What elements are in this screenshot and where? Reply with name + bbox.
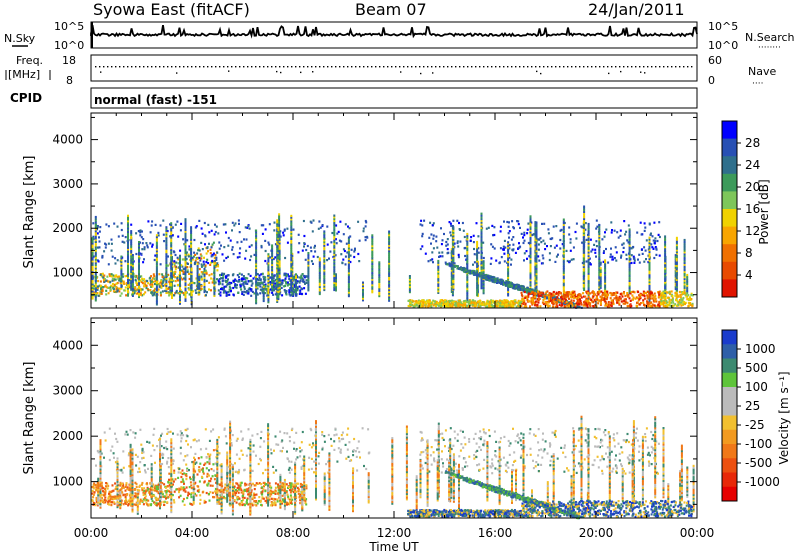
vel-colorbar-tick-3: 25 bbox=[745, 399, 760, 413]
freq-trace bbox=[95, 66, 693, 75]
power-colorbar-tick-6: 28 bbox=[745, 136, 760, 150]
vel-colorbar-swatch-2 bbox=[722, 358, 737, 374]
power-colorbar: 4 8 12 16 20 24 28 bbox=[721, 120, 760, 298]
vel-colorbar-swatch-0 bbox=[722, 330, 737, 345]
power-colorbar-tick-0: 4 bbox=[745, 268, 753, 282]
freq-label-1: Freq. bbox=[16, 54, 43, 67]
vel-colorbar-swatch-9 bbox=[722, 458, 737, 473]
power-colorbar-swatch-8 bbox=[722, 261, 737, 280]
time-tick-0: 00:00 bbox=[74, 526, 109, 540]
time-axis-label: Time UT bbox=[368, 540, 419, 554]
station-title: Syowa East (fitACF) bbox=[93, 0, 250, 19]
vel-colorbar-swatch-8 bbox=[722, 444, 737, 459]
vel-colorbar-swatch-4 bbox=[722, 387, 737, 402]
time-tick-4: 16:00 bbox=[478, 526, 513, 540]
vel-colorbar-tick-1: 500 bbox=[745, 361, 768, 375]
freq-tick-bottom: 8 bbox=[66, 74, 73, 87]
velocity-scatter bbox=[91, 415, 695, 520]
power-colorbar-tick-1: 8 bbox=[745, 246, 753, 260]
power-colorbar-swatch-6 bbox=[722, 226, 737, 245]
power-colorbar-swatch-4 bbox=[722, 191, 737, 210]
power-colorbar-swatch-1 bbox=[722, 138, 737, 157]
time-axis: 00:00 04:00 08:00 12:00 16:00 20:00 00:00 bbox=[74, 113, 715, 540]
vel-colorbar-swatch-7 bbox=[722, 429, 737, 445]
power-y-axis: 1000 2000 3000 4000 bbox=[52, 116, 697, 296]
power-colorbar-label: Power [dB] bbox=[757, 179, 771, 244]
time-tick-1: 04:00 bbox=[175, 526, 210, 540]
cpid-panel bbox=[90, 87, 698, 109]
vel-colorbar-tick-2: 100 bbox=[745, 380, 768, 394]
velocity-y-axis: 1000 2000 3000 4000 bbox=[52, 322, 697, 505]
beam-title: Beam 07 bbox=[355, 0, 427, 19]
time-tick-6: 00:00 bbox=[680, 526, 715, 540]
time-tick-3: 12:00 bbox=[377, 526, 412, 540]
velocity-ylabel: Slant Range [km] bbox=[22, 362, 37, 475]
vel-yticks-tick-3: 4000 bbox=[52, 338, 83, 352]
date-title: 24/Jan/2011 bbox=[588, 0, 685, 19]
power-colorbar-tick-5: 24 bbox=[745, 158, 760, 172]
vel-colorbar-tick-0: 1000 bbox=[745, 342, 776, 356]
power-colorbar-tick-2: 12 bbox=[745, 224, 760, 238]
vel-colorbar-swatch-3 bbox=[722, 372, 737, 388]
nsky-tick-top: 10^5 bbox=[54, 20, 84, 33]
vel-yticks-tick-0: 1000 bbox=[52, 475, 83, 489]
nave-label: Nave bbox=[748, 65, 776, 78]
cpid-text: normal (fast) -151 bbox=[94, 93, 217, 107]
nsky-tick-bottom: 10^0 bbox=[54, 39, 84, 52]
vel-yticks-tick-1: 2000 bbox=[52, 429, 83, 443]
vel-colorbar-swatch-6 bbox=[722, 415, 737, 431]
nsearch-tick-top: 10^5 bbox=[708, 20, 738, 33]
power-colorbar-swatch-3 bbox=[722, 173, 737, 192]
power-yticks-tick-1: 2000 bbox=[52, 221, 83, 235]
vel-colorbar-tick-7: -1000 bbox=[745, 475, 780, 489]
power-yticks-tick-0: 1000 bbox=[52, 266, 83, 280]
vel-yticks-tick-2: 3000 bbox=[52, 384, 83, 398]
nave-legend: ···· bbox=[752, 79, 763, 89]
vel-colorbar-swatch-1 bbox=[722, 344, 737, 359]
time-tick-2: 08:00 bbox=[276, 526, 311, 540]
power-colorbar-swatch-5 bbox=[722, 209, 737, 228]
vel-colorbar-tick-6: -500 bbox=[745, 456, 772, 470]
power-ylabel: Slant Range [km] bbox=[22, 156, 37, 269]
nsky-label: N.Sky bbox=[4, 32, 36, 45]
power-colorbar-swatch-2 bbox=[722, 156, 737, 175]
nsky-trace bbox=[90, 22, 698, 48]
vel-colorbar-tick-5: -100 bbox=[745, 437, 772, 451]
power-colorbar-swatch-9 bbox=[722, 279, 737, 298]
cpid-label: CPID bbox=[10, 91, 42, 105]
power-colorbar-swatch-0 bbox=[722, 121, 737, 140]
vel-colorbar-swatch-5 bbox=[722, 401, 737, 416]
velocity-colorbar: 1000 500 100 25 -25 -100 -500 -1000 bbox=[721, 329, 780, 502]
vel-colorbar-swatch-10 bbox=[722, 472, 737, 488]
nsearch-label: N.Search bbox=[745, 31, 795, 44]
freq-tick-top: 18 bbox=[62, 54, 76, 67]
velocity-colorbar-label: Velocity [m s⁻¹] bbox=[777, 371, 791, 464]
power-scatter bbox=[91, 205, 694, 309]
freq-panel bbox=[90, 54, 698, 82]
vel-colorbar-swatch-11 bbox=[722, 486, 737, 502]
freq-label-2: [MHz] bbox=[8, 68, 40, 81]
power-yticks-tick-3: 4000 bbox=[52, 133, 83, 147]
power-colorbar-swatch-7 bbox=[722, 244, 737, 263]
power-colorbar-tick-3: 16 bbox=[745, 202, 760, 216]
nave-tick-top: 60 bbox=[708, 54, 722, 67]
power-colorbar-tick-4: 20 bbox=[745, 180, 760, 194]
nave-tick-bottom: 0 bbox=[708, 74, 715, 87]
vel-colorbar-tick-4: -25 bbox=[745, 418, 765, 432]
time-tick-5: 20:00 bbox=[579, 526, 614, 540]
nsearch-legend: ········ bbox=[758, 43, 781, 53]
power-yticks-tick-2: 3000 bbox=[52, 177, 83, 191]
nsearch-tick-bottom: 10^0 bbox=[708, 39, 738, 52]
